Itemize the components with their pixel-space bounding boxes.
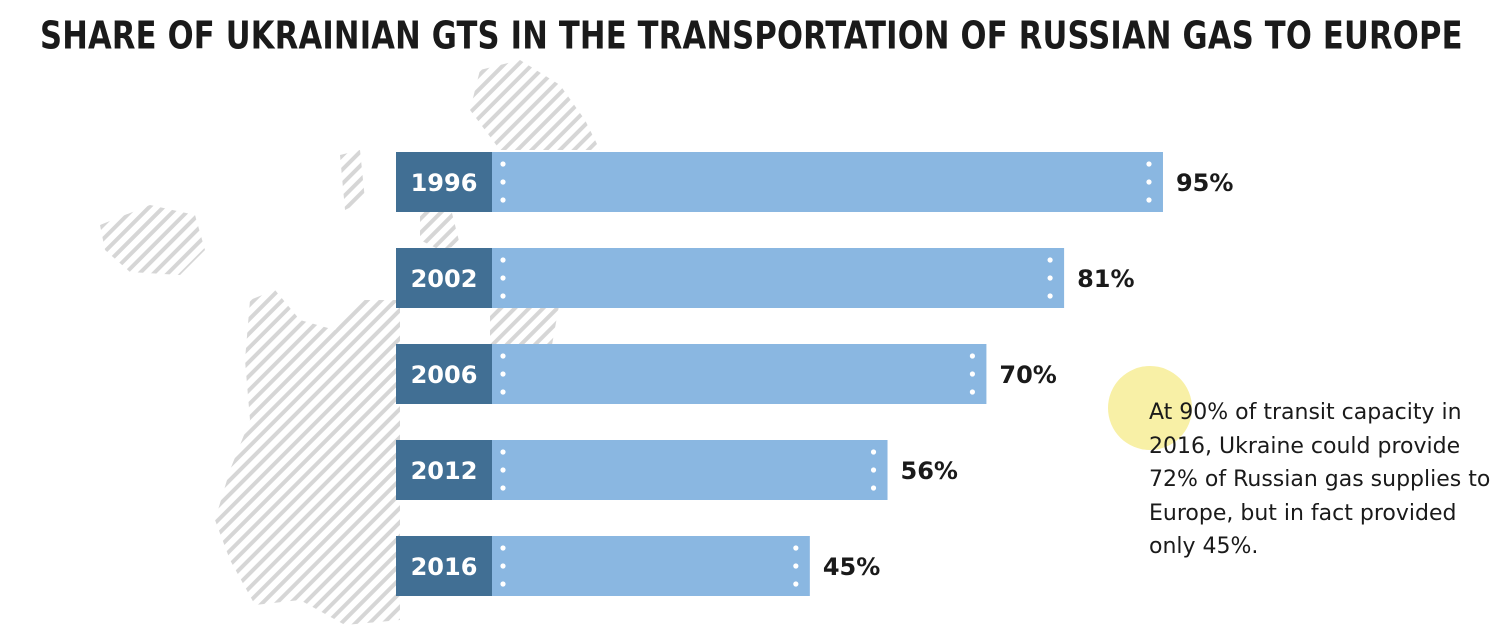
year-label-block-2006 [396, 344, 492, 404]
bar-start-dots-2016 [500, 545, 506, 587]
bar-2016 [492, 536, 810, 596]
year-label-block-1996 [396, 152, 492, 212]
bar-start-dots-2012 [500, 449, 506, 491]
bar-end-dots-2016 [793, 545, 799, 587]
year-label-block-2016 [396, 536, 492, 596]
annotation-circle [1108, 366, 1192, 450]
bar-1996 [492, 152, 1163, 212]
bar-row-2012: 2012 56% [396, 440, 958, 500]
bar-start-dots-1996 [500, 161, 506, 203]
year-label-2002: 2002 [411, 265, 478, 293]
year-label-2016: 2016 [411, 553, 478, 581]
year-label-2006: 2006 [411, 361, 478, 389]
year-label-1996: 1996 [411, 169, 478, 197]
year-label-2012: 2012 [411, 457, 478, 485]
value-label-2006: 70% [999, 361, 1056, 389]
value-label-2016: 45% [823, 553, 880, 581]
value-label-2012: 56% [901, 457, 958, 485]
year-label-block-2012 [396, 440, 492, 500]
bar-end-dots-2006 [969, 353, 976, 395]
chart-title: SHARE OF UKRAINIAN GTS IN THE TRANSPORTA… [40, 14, 1463, 59]
bar-start-dots-2002 [500, 257, 506, 299]
year-label-block-2002 [396, 248, 492, 308]
bar-row-2002: 2002 81% [396, 248, 1135, 308]
bar-row-1996: 1996 95% [396, 152, 1233, 212]
bar-end-dots-2002 [1047, 257, 1053, 299]
value-label-1996: 95% [1176, 169, 1233, 197]
annotation-text: At 90% of transit capacity in 2016, Ukra… [1149, 400, 1491, 559]
bar-end-dots-1996 [1146, 161, 1152, 203]
value-label-2002: 81% [1077, 265, 1134, 293]
bar-row-2016: 2016 45% [396, 536, 880, 596]
bar-start-dots-2006 [500, 353, 506, 395]
bar-2012 [492, 440, 888, 500]
bar-row-2006: 2006 70% [396, 344, 1057, 404]
bar-end-dots-2012 [870, 449, 877, 491]
bar-2006 [492, 344, 987, 404]
bar-2002 [492, 248, 1065, 308]
